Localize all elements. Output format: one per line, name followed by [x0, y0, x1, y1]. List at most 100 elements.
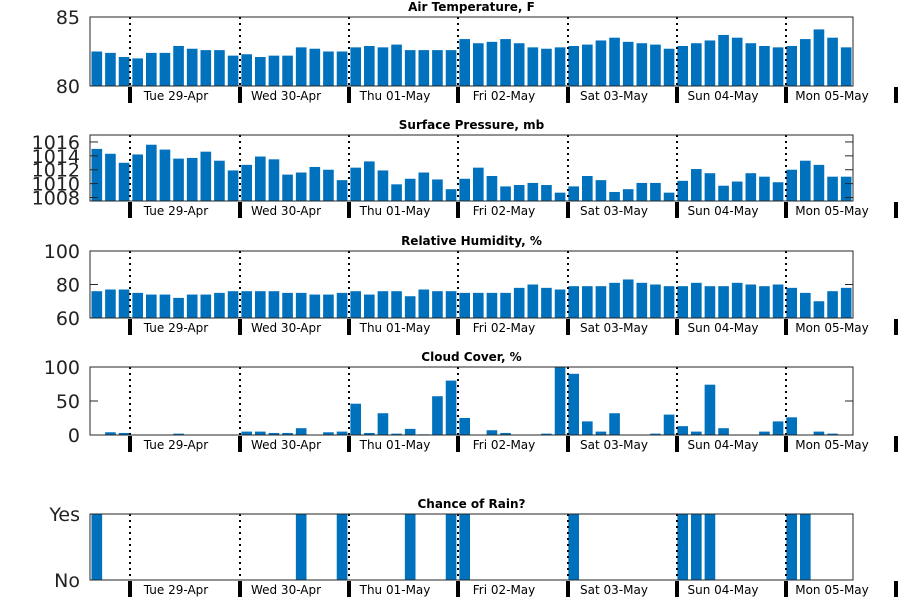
plot-frame: [89, 16, 854, 87]
bar: [609, 282, 620, 318]
bar: [786, 514, 797, 580]
bar: [677, 514, 688, 580]
bar: [350, 167, 361, 201]
bar: [323, 432, 334, 435]
day-label: Tue 29-Apr: [143, 583, 208, 597]
bar: [650, 433, 661, 435]
day-label: Mon 05-May: [795, 321, 869, 335]
bar: [582, 175, 593, 201]
bar: [173, 45, 184, 86]
day-label: Sat 03-May: [580, 89, 648, 103]
bar: [609, 191, 620, 201]
bar: [759, 431, 770, 435]
bar: [745, 284, 757, 318]
bar: [404, 428, 416, 435]
bar: [704, 286, 716, 318]
bar: [91, 148, 103, 201]
bar: [132, 58, 143, 86]
bar: [595, 431, 607, 435]
bar: [118, 289, 130, 318]
bar: [173, 158, 184, 201]
y-tick-label: 85: [56, 7, 80, 29]
bar: [159, 52, 171, 86]
bar: [200, 50, 212, 86]
day-label: Fri 02-May: [473, 583, 536, 597]
day-label: Thu 01-May: [359, 89, 431, 103]
bar: [582, 44, 593, 86]
bar: [745, 43, 757, 86]
bar: [595, 286, 607, 318]
bar: [364, 161, 375, 201]
bar: [541, 287, 552, 318]
bar: [255, 291, 266, 318]
bar: [500, 39, 511, 86]
bar: [432, 291, 443, 318]
bar: [636, 282, 648, 318]
bar: [445, 514, 457, 580]
bar: [800, 39, 811, 86]
bar: [622, 279, 634, 318]
bar: [663, 414, 675, 435]
bar: [486, 175, 498, 201]
day-label: Thu 01-May: [359, 204, 431, 218]
bar: [295, 172, 307, 201]
bar: [391, 433, 402, 435]
bar: [186, 294, 198, 318]
bar: [527, 284, 539, 318]
bar: [336, 514, 348, 580]
bar: [336, 431, 348, 435]
bar: [650, 284, 661, 318]
bar: [241, 431, 252, 435]
day-label: Sun 04-May: [687, 89, 758, 103]
panel-title: Chance of Rain?: [417, 497, 525, 511]
bar: [173, 297, 184, 318]
bar: [364, 294, 375, 318]
bar: [418, 50, 430, 86]
bar: [691, 43, 702, 86]
bar: [827, 176, 838, 201]
bar: [295, 428, 307, 435]
bar: [527, 47, 539, 86]
bar: [91, 291, 103, 318]
bar: [336, 180, 348, 201]
y-tick-label: 1012: [32, 160, 80, 182]
day-label: Sat 03-May: [580, 583, 648, 597]
day-label: Tue 29-Apr: [143, 438, 208, 452]
bar: [813, 301, 825, 318]
bar: [432, 179, 443, 201]
bar: [718, 34, 729, 86]
bar: [500, 432, 511, 435]
bar: [214, 292, 225, 319]
bar: [800, 514, 811, 580]
day-label: Fri 02-May: [473, 204, 536, 218]
bar: [554, 192, 566, 201]
bar: [500, 186, 511, 201]
y-tick-label: 1014: [32, 146, 80, 168]
day-label: Wed 30-Apr: [251, 89, 321, 103]
bar: [772, 47, 784, 86]
bar: [132, 292, 143, 319]
bar: [445, 380, 457, 435]
bar: [486, 41, 498, 86]
bar: [391, 44, 402, 86]
panel-title: Relative Humidity, %: [401, 234, 542, 248]
bar: [595, 180, 607, 201]
bar: [772, 182, 784, 201]
bar: [445, 291, 457, 318]
bar: [350, 47, 361, 86]
panel-2: Relative Humidity, % 60 80 100 Tue 29-Apr Wed…: [44, 234, 898, 335]
day-label: Wed 30-Apr: [251, 583, 321, 597]
bar: [255, 57, 266, 86]
bar: [731, 181, 743, 201]
bar: [554, 367, 566, 435]
bar: [91, 51, 103, 86]
day-label: Tue 29-Apr: [143, 321, 208, 335]
bar: [622, 41, 634, 86]
bar: [609, 37, 620, 86]
bar: [132, 154, 143, 201]
bar: [813, 431, 825, 435]
bar: [404, 296, 416, 318]
bar: [800, 292, 811, 319]
bar: [800, 160, 811, 201]
